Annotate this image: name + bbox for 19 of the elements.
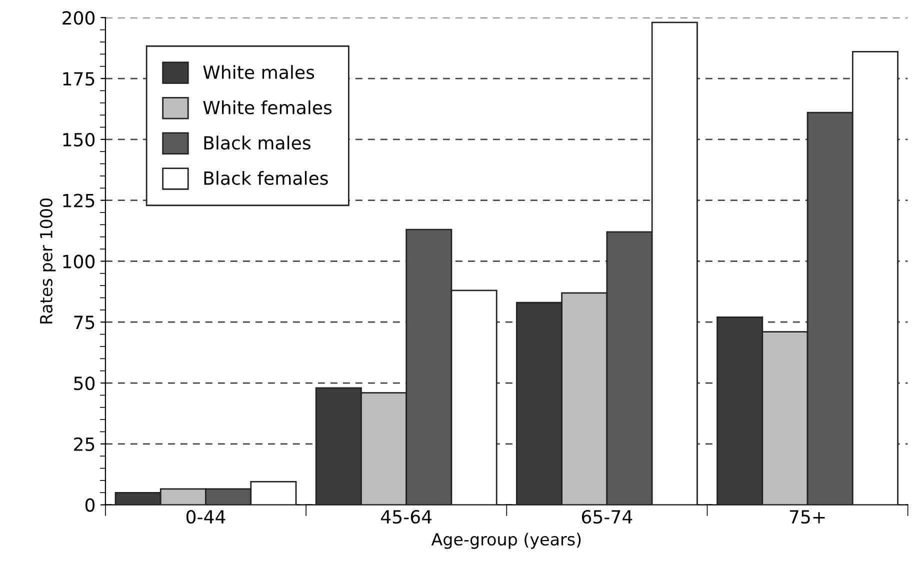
x-tick-label: 65-74 xyxy=(582,510,632,524)
y-tick-label: 50 xyxy=(74,376,95,390)
x-axis-title: Age-group (years) xyxy=(431,532,581,549)
legend-label: White females xyxy=(203,100,332,114)
y-tick-label: 75 xyxy=(74,316,94,330)
y-axis-title: Rates per 1000 xyxy=(40,198,56,324)
y-tick-label: 175 xyxy=(63,72,94,86)
legend-label: Black females xyxy=(204,170,328,185)
y-tick-label: 150 xyxy=(63,132,95,147)
y-tick-label: 125 xyxy=(63,194,94,208)
x-tick-label: 45-64 xyxy=(380,510,432,524)
x-tick-label: 75+ xyxy=(790,510,825,524)
x-tick-label: 0-44 xyxy=(186,510,226,524)
y-tick-label: 0 xyxy=(85,498,95,512)
legend-label: Black males xyxy=(204,136,310,150)
y-tick-label: 25 xyxy=(74,437,94,452)
y-tick-label: 100 xyxy=(63,254,95,268)
y-tick-label: 200 xyxy=(62,11,95,25)
legend-label: White males xyxy=(203,65,314,80)
